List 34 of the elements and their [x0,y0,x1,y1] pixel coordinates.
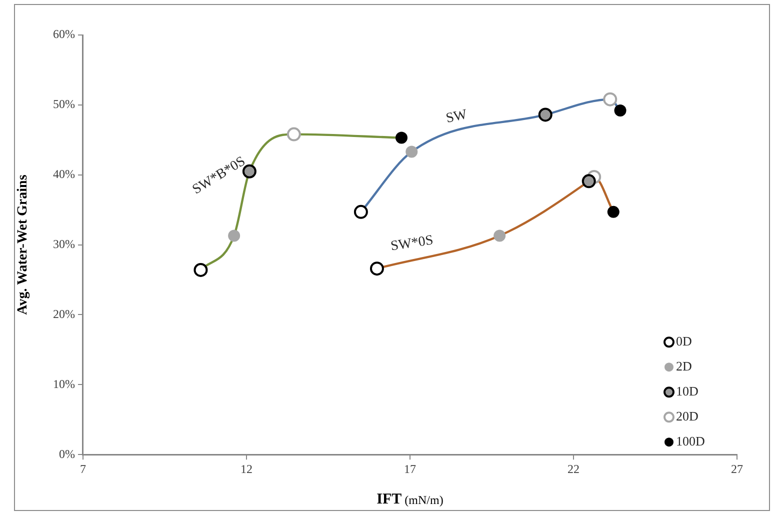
point [286,127,301,142]
text: SW*0S [390,233,434,254]
point [228,230,240,242]
point [538,108,552,122]
x-tick-label: 27 [731,462,743,476]
legend-label: 10D [676,384,698,399]
legend-label: 20D [676,408,698,424]
point [582,174,596,188]
x-axis-title: IFT (mN/m) [376,491,444,508]
x-tick-label: 22 [568,462,580,476]
y-axis-title: Avg. Water-Wet Grains [16,174,31,315]
legend-label: 0D [676,334,692,349]
x-tick-label: 7 [80,462,86,476]
point [494,230,506,242]
y-tick-label: 0% [58,446,75,461]
y-tick-label: 50% [52,97,75,112]
legend-label: 100D [676,434,705,449]
point [406,146,418,158]
point [395,132,408,144]
point [370,262,384,276]
x-tick-label: 12 [240,462,252,476]
text: SW [444,107,470,127]
point [354,204,368,219]
y-tick-label: 10% [52,376,75,391]
point [614,104,626,117]
point [194,262,208,277]
y-tick-label: 30% [52,236,75,251]
point [607,206,620,218]
y-tick-label: 40% [52,167,75,182]
point [603,92,618,106]
y-tick-label: 20% [52,306,75,321]
y-tick-label: 60% [52,27,75,42]
legend-label: 2D [676,358,692,374]
x-tick-label: 17 [404,462,416,476]
